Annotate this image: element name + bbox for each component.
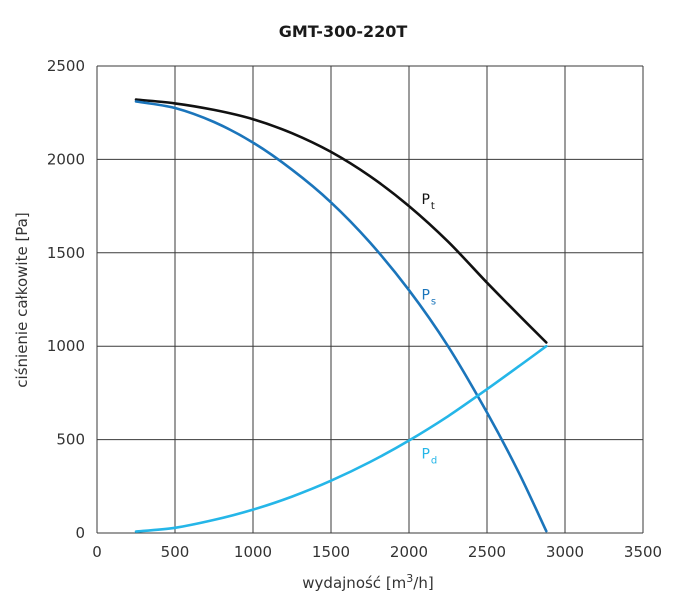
y-tick-label: 2500 (47, 57, 85, 75)
series-line-t (134, 98, 548, 344)
x-tick-label: 3000 (546, 543, 584, 561)
curve-label-t: Pt (421, 192, 434, 212)
curve-label-d: Pd (421, 446, 437, 466)
curve-labels: Pt Ps Pd (421, 192, 437, 466)
series-line-d (134, 344, 548, 533)
series-line-s (134, 100, 548, 533)
x-tick-label: 1500 (312, 543, 350, 561)
x-tick-label: 3500 (624, 543, 662, 561)
x-tick-labels: 0 500 1000 1500 2000 2500 3000 3500 (92, 543, 662, 561)
curve-label-s: Ps (421, 288, 436, 308)
curves (134, 98, 548, 533)
x-tick-label: 0 (92, 543, 102, 561)
y-tick-label: 1500 (47, 244, 85, 262)
y-tick-label: 1000 (47, 337, 85, 355)
x-tick-label: 500 (161, 543, 190, 561)
x-tick-label: 2500 (468, 543, 506, 561)
y-tick-labels: 0 500 1000 1500 2000 2500 (47, 57, 85, 542)
grid (96, 65, 644, 534)
x-tick-label: 1000 (234, 543, 272, 561)
y-tick-label: 0 (75, 524, 85, 542)
y-axis-label: ciśnienie całkowite [Pa] (13, 212, 31, 387)
y-tick-label: 500 (56, 431, 85, 449)
chart-title: GMT-300-220T (279, 22, 408, 41)
y-tick-label: 2000 (47, 150, 85, 168)
x-tick-label: 2000 (390, 543, 428, 561)
x-axis-label: wydajność [m3/h] (302, 572, 433, 593)
